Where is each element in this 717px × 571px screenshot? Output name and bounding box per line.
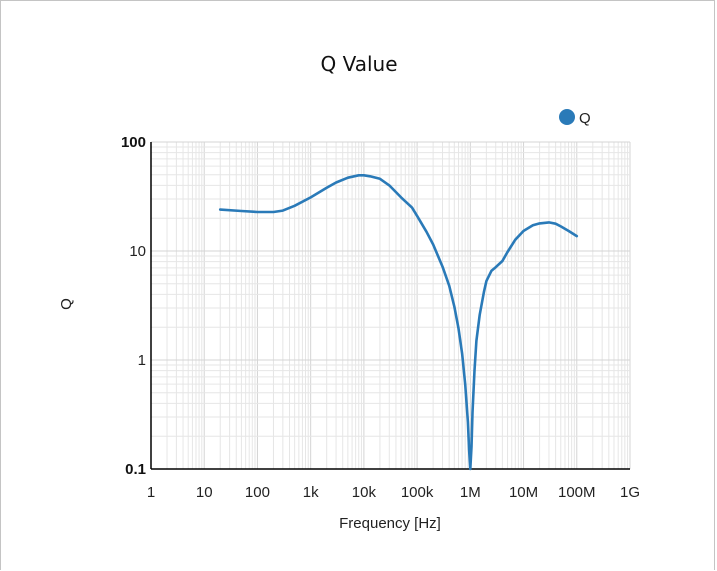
x-tick-label: 1M xyxy=(460,484,481,501)
axes xyxy=(150,142,630,470)
x-tick-label: 100 xyxy=(245,484,270,501)
x-axis-label: Frequency [Hz] xyxy=(339,515,441,532)
legend-label-q: Q xyxy=(579,110,591,127)
x-tick-label: 100k xyxy=(401,484,434,501)
chart-title: Q Value xyxy=(320,52,397,76)
y-tick-label: 100 xyxy=(121,134,146,151)
y-tick-label: 1 xyxy=(138,352,146,369)
x-tick-label: 10k xyxy=(352,484,377,501)
legend[interactable]: Q xyxy=(559,109,591,127)
x-tick-label: 10 xyxy=(196,484,213,501)
x-tick-label: 10M xyxy=(509,484,538,501)
series-line-q xyxy=(218,174,579,471)
y-tick-label: 10 xyxy=(129,243,146,260)
x-tick-label: 1 xyxy=(147,484,155,501)
y-tick-label: 0.1 xyxy=(125,461,146,478)
y-axis-label: Q xyxy=(58,298,75,310)
legend-marker-q xyxy=(559,109,575,125)
x-tick-label: 1k xyxy=(303,484,319,501)
x-tick-label: 100M xyxy=(558,484,596,501)
series-layer xyxy=(218,174,579,471)
y-tick-labels: 0.1 1 10 100 xyxy=(121,134,146,478)
x-tick-labels: 1 10 100 1k 10k 100k 1M 10M 100M 1G xyxy=(147,484,640,501)
x-tick-label: 1G xyxy=(620,484,640,501)
grid xyxy=(150,141,631,470)
